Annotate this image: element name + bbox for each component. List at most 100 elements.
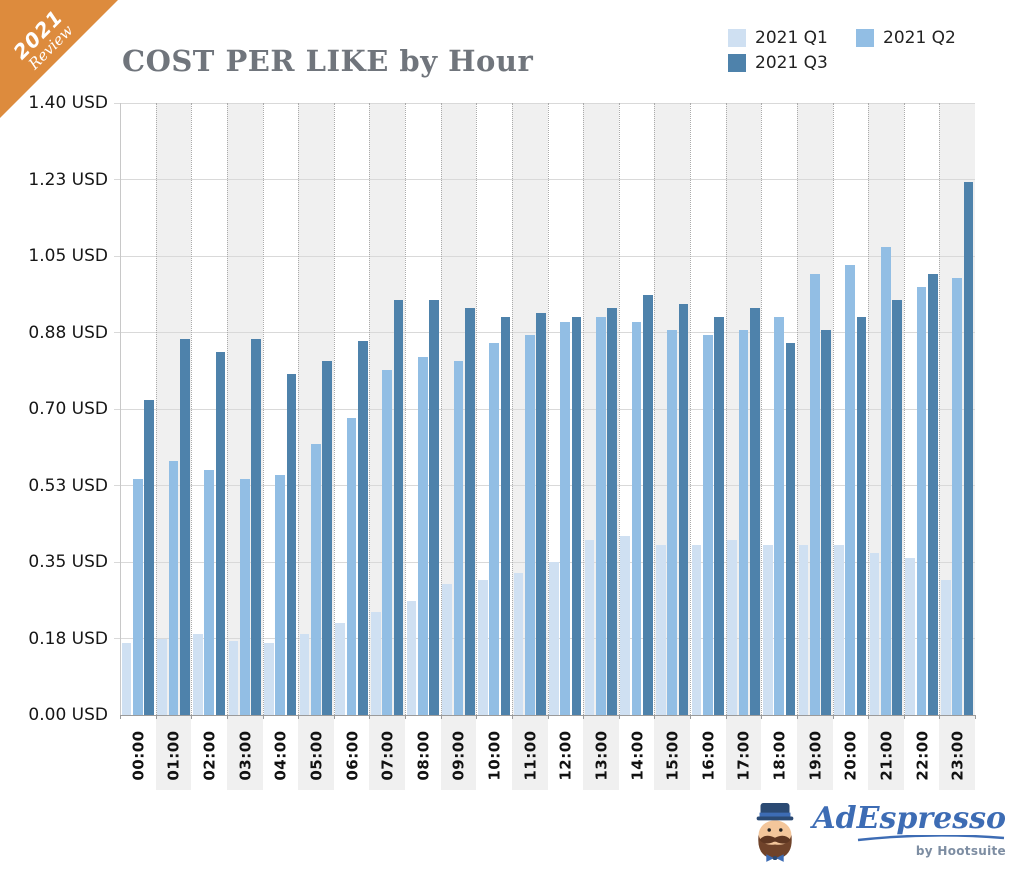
x-axis-label-13:00: 13:00 [592,730,611,781]
bar-2021-q3-17:00 [749,308,760,715]
bar-2021-q2-15:00 [667,330,678,715]
bar-2021-q1-04:00 [264,642,274,715]
bar-2021-q1-09:00 [442,583,452,715]
bar-2021-q2-20:00 [845,264,856,715]
bar-2021-q3-23:00 [963,181,974,715]
x-axis-label-20:00: 20:00 [841,730,860,781]
bar-2021-q3-07:00 [393,299,404,715]
x-axis-label-03:00: 03:00 [236,730,255,781]
logo-underline-swash-icon [857,835,1005,842]
bar-2021-q1-02:00 [192,634,203,715]
column-separator [333,103,335,715]
bar-2021-q1-05:00 [299,634,310,715]
bar-2021-q2-00:00 [132,478,143,715]
column-separator [725,103,727,715]
x-axis-label-22:00: 22:00 [913,730,932,781]
x-axis-label-07:00: 07:00 [378,730,397,781]
bar-2021-q2-21:00 [881,247,891,715]
ribbon-text: 2021 Review [0,0,99,96]
x-axis-tick [583,715,585,719]
y-gridline-1.05 USD [114,255,975,257]
x-axis-label-11:00: 11:00 [521,730,540,781]
bar-2021-q3-22:00 [928,273,938,715]
x-axis-label-14:00: 14:00 [628,730,647,781]
bar-2021-q1-23:00 [941,579,951,715]
legend-swatch-q3-icon [728,54,746,72]
bar-2021-q2-03:00 [239,478,250,715]
bar-2021-q1-01:00 [157,638,167,715]
column-separator [226,103,228,715]
y-axis-label-0.00 USD: 0.00 USD [28,705,108,725]
x-axis-tick [476,715,478,719]
column-separator [155,103,157,715]
column-separator [369,103,371,715]
logo-brand: AdEspresso [812,801,1006,836]
x-axis-label-08:00: 08:00 [414,730,433,781]
column-separator [618,103,620,715]
y-axis-label-0.70 USD: 0.70 USD [28,399,108,419]
x-axis-tick [226,715,228,719]
column-separator [547,103,549,715]
legend-label-q1: 2021 Q1 [755,28,828,48]
legend-item-2021-q2: 2021 Q2 [856,28,956,48]
x-axis-label-09:00: 09:00 [449,730,468,781]
chart-legend: 2021 Q1 2021 Q2 2021 Q3 [728,28,968,73]
bar-2021-q1-18:00 [762,544,773,715]
x-axis-label-01:00: 01:00 [164,730,183,781]
bar-2021-q1-19:00 [798,544,809,715]
x-axis-tick [511,715,513,719]
bar-2021-q3-13:00 [607,308,618,715]
bar-2021-q3-05:00 [322,360,333,715]
bar-2021-q3-15:00 [678,304,689,715]
y-axis-label-0.88 USD: 0.88 USD [28,322,108,343]
bar-2021-q3-10:00 [500,317,511,715]
x-axis-label-02:00: 02:00 [200,730,219,781]
bar-2021-q2-02:00 [204,470,214,715]
bar-2021-q3-02:00 [215,352,226,715]
column-separator [440,103,442,715]
bar-2021-q2-14:00 [631,321,642,715]
bar-2021-q1-13:00 [584,540,595,715]
bar-2021-q1-14:00 [620,535,631,715]
legend-swatch-q1-icon [728,29,746,47]
x-axis-tick [868,715,870,719]
bar-2021-q2-10:00 [489,343,499,715]
bar-2021-q2-17:00 [738,330,749,715]
bar-2021-q3-19:00 [821,330,831,715]
bar-2021-q1-07:00 [371,612,381,715]
bar-2021-q3-12:00 [571,317,582,715]
bar-2021-q1-22:00 [905,557,916,715]
x-axis-label-05:00: 05:00 [307,730,326,781]
column-separator [903,103,905,715]
x-axis-tick [333,715,335,719]
bar-2021-q2-12:00 [560,321,571,715]
x-axis-label-21:00: 21:00 [877,730,896,781]
x-axis-label-00:00: 00:00 [129,730,148,781]
bar-2021-q2-06:00 [346,417,357,715]
bar-2021-q1-03:00 [228,640,239,715]
column-separator [298,103,300,715]
bar-2021-q2-18:00 [774,317,784,715]
bar-2021-q1-21:00 [869,553,880,715]
x-axis-tick [690,715,691,719]
bar-2021-q1-10:00 [477,579,488,715]
x-axis-tick [405,715,406,719]
bar-2021-q3-18:00 [785,343,796,715]
x-axis-tick [120,715,121,719]
y-axis-line [120,103,121,715]
bar-2021-q2-13:00 [596,317,606,715]
bar-2021-q3-11:00 [536,312,546,715]
bar-2021-q1-20:00 [834,544,844,715]
plot-area: 0.00 USD 0.18 USD 0.35 USD 0.53 USD 0.70 USD… [28,93,976,790]
legend-label-q2: 2021 Q2 [883,28,956,48]
column-separator [796,103,798,715]
y-axis-label-1.23 USD: 1.23 USD [28,169,108,190]
column-separator [690,103,691,715]
column-separator [262,103,264,715]
bar-2021-q3-08:00 [429,299,439,715]
x-axis-tick [725,715,727,719]
bar-2021-q2-04:00 [275,474,286,715]
bar-2021-q1-06:00 [335,623,346,715]
column-separator [511,103,513,715]
